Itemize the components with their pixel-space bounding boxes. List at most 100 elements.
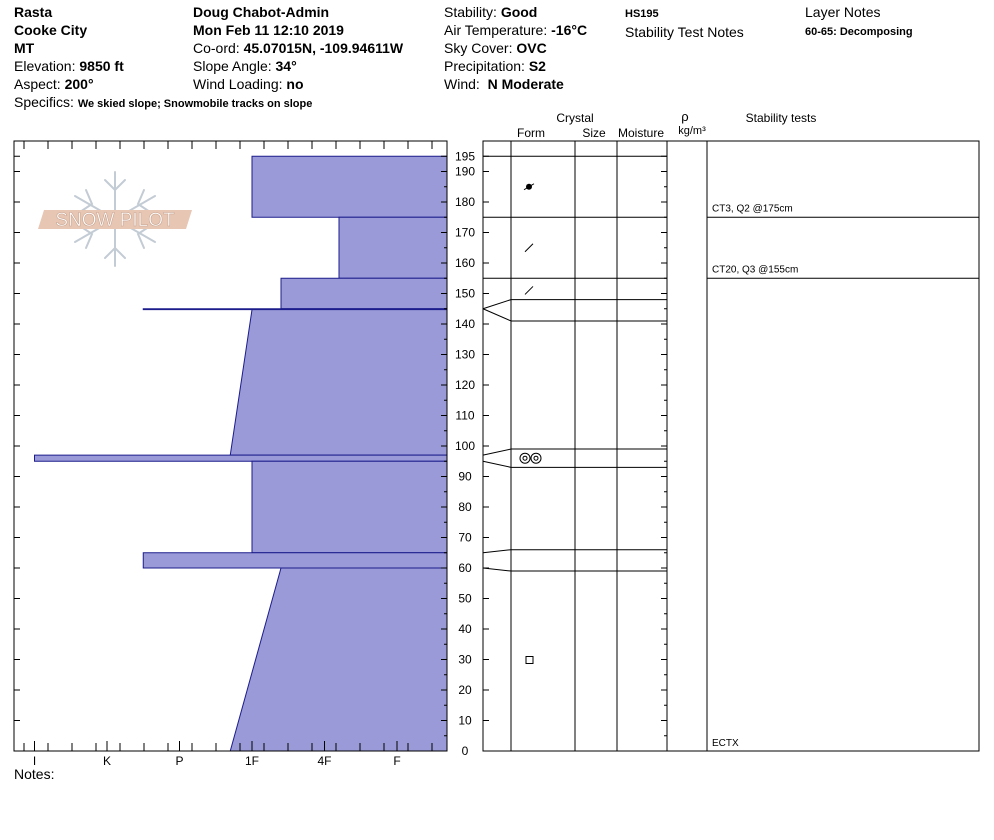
grain-symbol-round xyxy=(519,452,531,464)
height-tick-label: 30 xyxy=(458,653,472,667)
conditions-info: Stability: Good Air Temperature: -16°C S… xyxy=(444,3,587,93)
grain-symbol-dot-stroke xyxy=(523,183,535,191)
layer-boundaries xyxy=(482,155,979,572)
height-tick-label: 20 xyxy=(458,683,472,697)
hardness-layer xyxy=(142,552,448,569)
form-header: Form xyxy=(517,126,545,140)
hardness-axis: I K P 1F 4F F xyxy=(23,141,433,768)
height-axis: 0 10 20 30 40 50 60 70 80 90 100 110 120 130 140 150 160… xyxy=(14,149,667,758)
grain-symbols xyxy=(519,183,542,664)
boundary-connector xyxy=(482,448,512,456)
height-tick-label: 195 xyxy=(455,149,475,163)
height-tick-label: 60 xyxy=(458,561,472,575)
notes-label: Notes: xyxy=(14,766,55,782)
air-temp-value: -16°C xyxy=(551,22,588,38)
hardness-layer xyxy=(251,155,448,218)
grain-symbol-round xyxy=(530,452,542,464)
height-tick-label: 50 xyxy=(458,592,472,606)
hardness-tick-label: 4F xyxy=(317,754,331,768)
height-tick-label: 180 xyxy=(455,195,475,209)
grain-symbol-square xyxy=(525,656,534,664)
crystal-header: Crystal xyxy=(556,111,593,125)
sky-label: Sky Cover: xyxy=(444,40,513,56)
sky-value: OVC xyxy=(516,40,547,56)
hardness-layer xyxy=(229,567,448,752)
logo-text: SNOW PILOT xyxy=(55,210,175,231)
hardness-layer xyxy=(338,216,448,279)
boundary-connector xyxy=(482,567,512,572)
range-name: Cooke City xyxy=(14,22,88,38)
precip-label: Precipitation: xyxy=(444,58,525,74)
air-temp-label: Air Temperature: xyxy=(444,22,548,38)
stability-test-label: ECTX xyxy=(712,738,739,749)
location-name: Rasta xyxy=(14,4,53,20)
hardness-tick-label: P xyxy=(175,754,183,768)
hardness-layers xyxy=(34,155,448,752)
height-tick-label: 70 xyxy=(458,531,472,545)
slope-value: 34° xyxy=(275,58,297,74)
boundary-connector xyxy=(482,308,512,322)
size-header: Size xyxy=(582,126,606,140)
height-tick-label: 170 xyxy=(455,226,475,240)
grain-symbol-round-inner xyxy=(533,455,539,461)
aspect-value: 200° xyxy=(64,76,94,92)
location-info: Rasta Cooke City MT Elevation: 9850 ft A… xyxy=(14,3,312,113)
elevation-value: 9850 ft xyxy=(79,58,124,74)
height-tick-label: 90 xyxy=(458,470,472,484)
layer-notes-value: 60-65: Decomposing xyxy=(805,26,913,38)
hardness-tick-label: K xyxy=(103,754,111,768)
wind-loading-label: Wind Loading: xyxy=(193,76,283,92)
observer-name: Doug Chabot-Admin xyxy=(193,4,330,20)
snow-height: HS195 xyxy=(625,8,659,20)
height-tick-label: 190 xyxy=(455,165,475,179)
height-tick-label: 160 xyxy=(455,256,475,270)
slope-label: Slope Angle: xyxy=(193,58,272,74)
hardness-layer xyxy=(34,454,448,462)
grain-symbol-slash xyxy=(524,243,534,253)
height-tick-label: 0 xyxy=(462,744,469,758)
layer-notes-title: Layer Notes xyxy=(805,4,881,20)
height-tick-label: 100 xyxy=(455,439,475,453)
precip-value: S2 xyxy=(528,58,546,74)
layer-notes: Layer Notes 60-65: Decomposing xyxy=(805,3,913,41)
boundary-connector xyxy=(482,460,512,468)
stability-test-results: CT3, Q2 @175cm CT20, Q3 @155cm ECTX xyxy=(712,203,798,749)
snowpilot-logo: SNOW PILOT xyxy=(38,171,192,267)
height-tick-label: 150 xyxy=(455,287,475,301)
height-tick-label: 80 xyxy=(458,500,472,514)
hardness-layer xyxy=(280,277,448,310)
stability-tests-header: Stability tests xyxy=(746,111,817,125)
rho-header: ρ xyxy=(681,109,688,124)
height-tick-label: 140 xyxy=(455,317,475,331)
height-tick-label: 130 xyxy=(455,348,475,362)
hs-info: HS195 Stability Test Notes xyxy=(625,3,744,41)
hardness-tick-label: I xyxy=(33,754,36,768)
observer-info: Doug Chabot-Admin Mon Feb 11 12:10 2019 … xyxy=(193,3,403,93)
density-unit-header: kg/m³ xyxy=(678,125,706,137)
wind-loading-value: no xyxy=(286,76,304,92)
profile-frame xyxy=(482,140,980,752)
stability-value: Good xyxy=(500,4,538,20)
hardness-layer xyxy=(251,460,448,554)
coord-label: Co-ord: xyxy=(193,40,240,56)
elevation-label: Elevation: xyxy=(14,58,76,74)
height-tick-label: 40 xyxy=(458,622,472,636)
hardness-tick-label: F xyxy=(393,754,400,768)
stability-test-label: CT3, Q2 @175cm xyxy=(712,203,793,214)
stability-label: Stability: xyxy=(444,4,497,20)
stability-test-notes-title: Stability Test Notes xyxy=(625,24,744,40)
hardness-tick-label: 1F xyxy=(245,754,259,768)
hardness-layer xyxy=(229,309,448,456)
specifics-label: Specifics: xyxy=(14,94,74,110)
wind-value: N Moderate xyxy=(487,76,564,92)
observation-datetime: Mon Feb 11 12:10 2019 xyxy=(193,22,344,38)
stability-test-label: CT20, Q3 @155cm xyxy=(712,264,798,275)
specifics-value: We skied slope; Snowmobile tracks on slo… xyxy=(77,98,313,110)
boundary-connector xyxy=(482,549,512,554)
grain-symbol-round-inner xyxy=(522,455,528,461)
grain-symbol-slash xyxy=(524,286,534,295)
height-tick-label: 120 xyxy=(455,378,475,392)
state-name: MT xyxy=(14,40,35,56)
height-tick-label: 10 xyxy=(458,714,472,728)
